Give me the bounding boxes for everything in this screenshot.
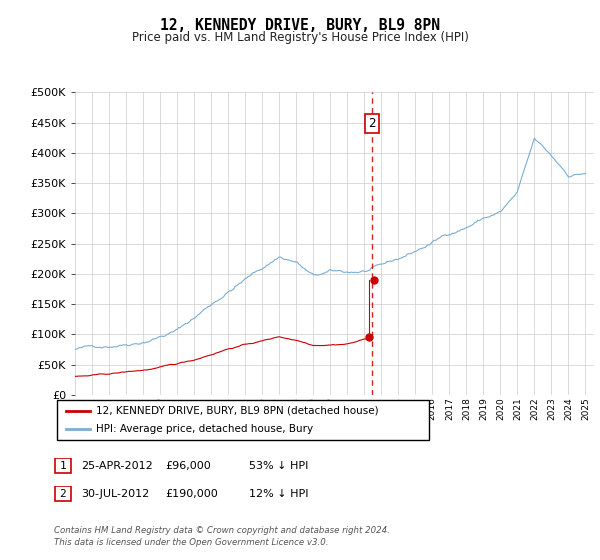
Text: 1: 1 xyxy=(59,461,67,471)
Text: 12, KENNEDY DRIVE, BURY, BL9 8PN: 12, KENNEDY DRIVE, BURY, BL9 8PN xyxy=(160,18,440,33)
Text: 25-APR-2012: 25-APR-2012 xyxy=(81,461,153,471)
Text: 2: 2 xyxy=(59,489,67,499)
Text: £96,000: £96,000 xyxy=(165,461,211,471)
Text: HPI: Average price, detached house, Bury: HPI: Average price, detached house, Bury xyxy=(96,424,313,434)
Text: 53% ↓ HPI: 53% ↓ HPI xyxy=(249,461,308,471)
Text: 2: 2 xyxy=(368,118,376,130)
Text: Contains HM Land Registry data © Crown copyright and database right 2024.
This d: Contains HM Land Registry data © Crown c… xyxy=(54,526,390,547)
Text: 12, KENNEDY DRIVE, BURY, BL9 8PN (detached house): 12, KENNEDY DRIVE, BURY, BL9 8PN (detach… xyxy=(96,406,379,416)
Text: £190,000: £190,000 xyxy=(165,489,218,499)
Text: Price paid vs. HM Land Registry's House Price Index (HPI): Price paid vs. HM Land Registry's House … xyxy=(131,31,469,44)
Text: 12% ↓ HPI: 12% ↓ HPI xyxy=(249,489,308,499)
Text: 30-JUL-2012: 30-JUL-2012 xyxy=(81,489,149,499)
